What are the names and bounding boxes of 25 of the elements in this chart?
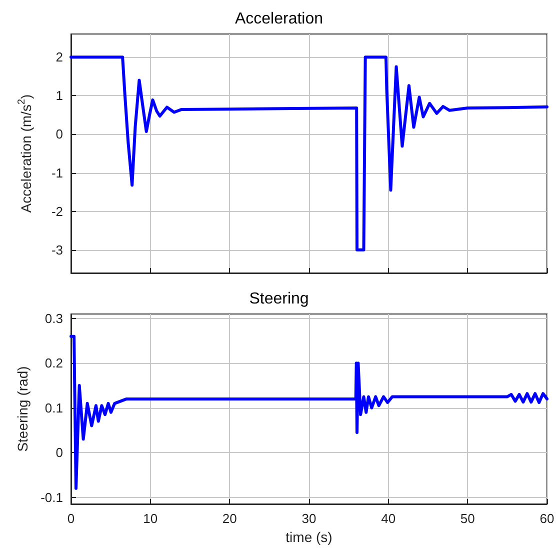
y-tick-label: 1 xyxy=(56,88,63,104)
x-axis-title: time (s) xyxy=(286,529,332,545)
x-tick-label: 30 xyxy=(302,511,316,526)
y-tick-label: 2 xyxy=(56,50,63,65)
y-tick-label: -1 xyxy=(51,165,63,180)
x-tick-label: 50 xyxy=(460,511,475,526)
chart-title: Acceleration xyxy=(234,10,324,28)
line-series xyxy=(70,334,548,490)
x-tick-label: 20 xyxy=(222,511,237,526)
x-tick-label: 60 xyxy=(540,511,554,526)
y-axis-title: Steering (rad) xyxy=(14,366,31,452)
y-tick-label: 0 xyxy=(56,126,63,142)
chart-title: Steering xyxy=(249,290,309,308)
x-tick-label: 40 xyxy=(381,511,396,526)
y-tick-label: 0.3 xyxy=(44,310,63,326)
y-tick-label: -2 xyxy=(51,204,63,219)
y-tick-label: -3 xyxy=(51,242,63,258)
line-series xyxy=(70,56,548,252)
x-tick-label: 0 xyxy=(67,511,75,526)
y-tick-label: 0.1 xyxy=(44,400,63,416)
y-tick-label: 0 xyxy=(56,445,63,460)
x-tick-label: 10 xyxy=(143,511,158,526)
y-tick-label: 0.2 xyxy=(44,356,63,371)
y-axis-title: Acceleration (m/s2) xyxy=(16,94,34,213)
y-tick-label: -0.1 xyxy=(40,490,63,505)
